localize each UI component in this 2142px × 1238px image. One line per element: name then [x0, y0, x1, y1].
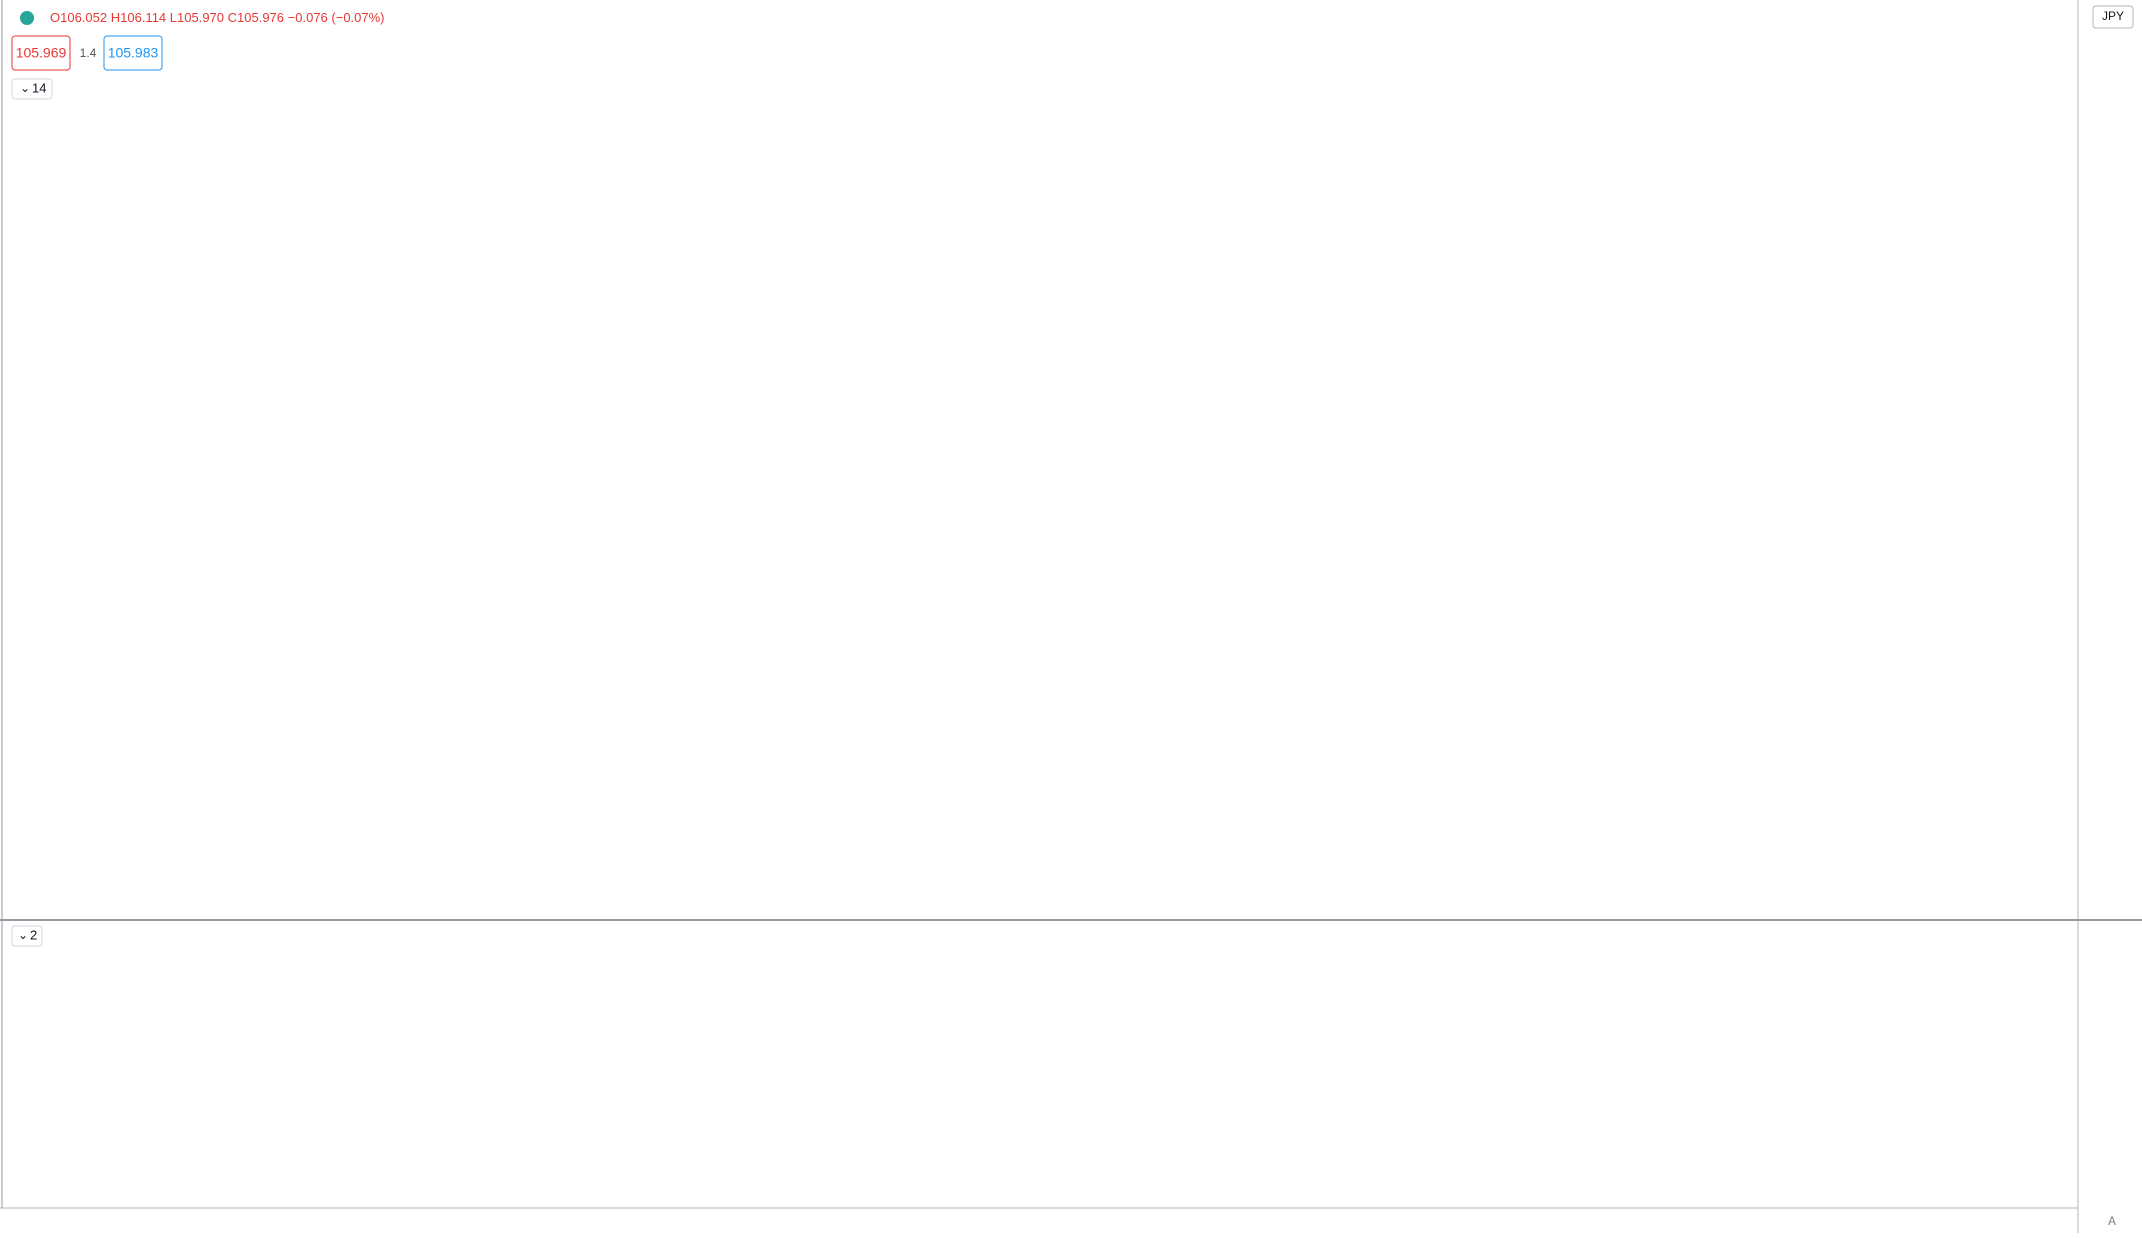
- ohlc-legend: O106.052 H106.114 L105.970 C105.976 −0.0…: [50, 10, 385, 25]
- buy-button[interactable]: [103, 35, 163, 71]
- high-value: H106.114: [111, 10, 166, 25]
- low-value: L105.970: [170, 10, 224, 25]
- status-dot: [20, 11, 34, 25]
- ask-price[interactable]: 105.983: [108, 45, 159, 61]
- auto-scale[interactable]: A: [2108, 1214, 2116, 1228]
- collapse-icon[interactable]: ⌄: [20, 81, 30, 95]
- open-value: O106.052: [50, 10, 107, 25]
- bid-price[interactable]: 105.969: [16, 45, 67, 61]
- indicator-toggle[interactable]: [11, 78, 53, 100]
- currency[interactable]: JPY: [2102, 9, 2124, 23]
- sell-button[interactable]: [11, 35, 71, 71]
- spread: 1.4: [80, 46, 97, 60]
- indicator-count[interactable]: 14: [32, 80, 46, 95]
- collapse-icon[interactable]: ⌄: [18, 928, 28, 942]
- osc-indicator-count[interactable]: 2: [30, 927, 37, 942]
- change-value: −0.076 (−0.07%): [288, 10, 385, 25]
- currency-box[interactable]: [2092, 5, 2134, 29]
- osc-toggle[interactable]: [11, 925, 43, 947]
- close-value: C105.976: [228, 10, 284, 25]
